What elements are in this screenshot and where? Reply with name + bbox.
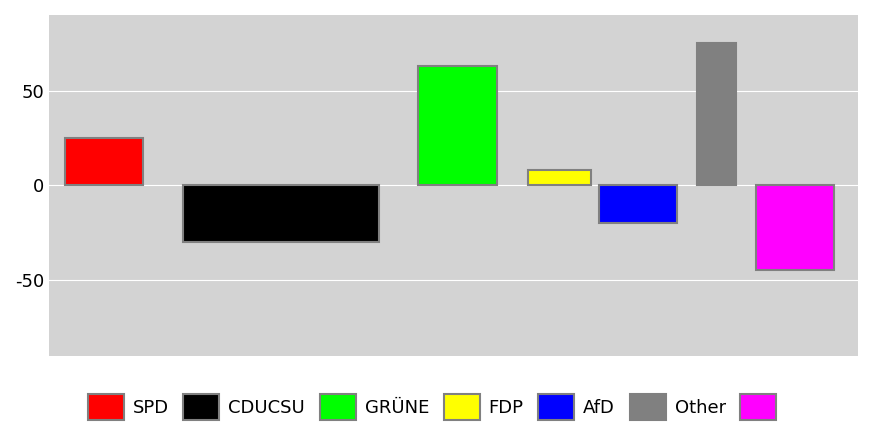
Bar bbox=[182, 185, 379, 242]
Bar bbox=[65, 138, 143, 185]
Bar bbox=[418, 66, 497, 185]
Bar bbox=[697, 44, 736, 185]
Legend: SPD, CDUCSU, GRÜNE, FDP, AfD, Other, : SPD, CDUCSU, GRÜNE, FDP, AfD, Other, bbox=[80, 387, 793, 427]
Bar bbox=[756, 185, 835, 270]
Bar bbox=[528, 170, 591, 185]
Bar bbox=[599, 185, 677, 223]
